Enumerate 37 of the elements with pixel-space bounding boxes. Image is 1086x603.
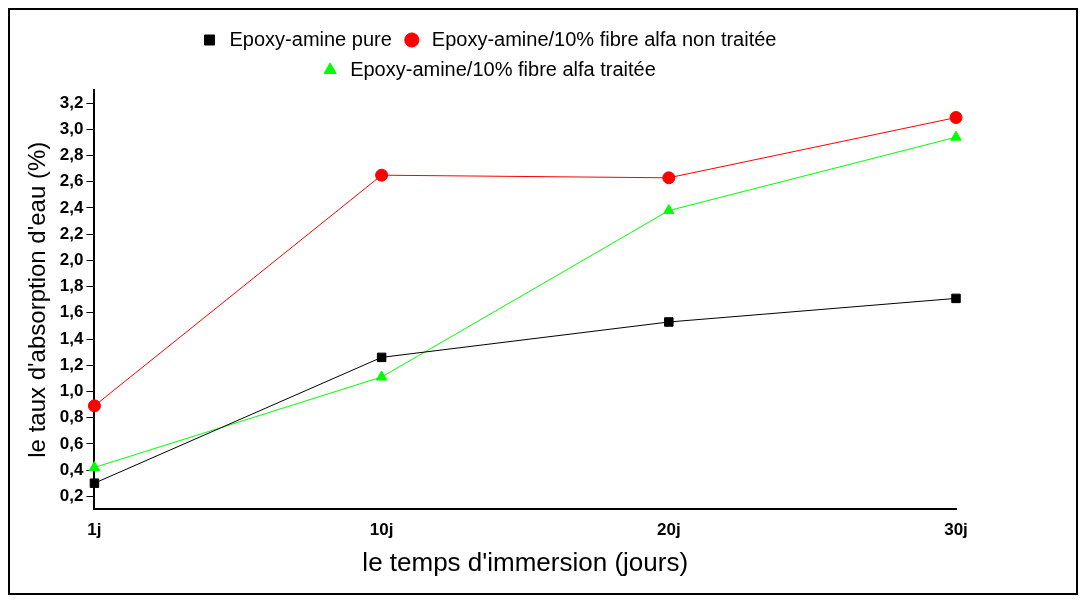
x-tick-label: 1j [87, 520, 102, 540]
y-tick-label: 1,0 [59, 381, 84, 401]
y-tick-label: 2,0 [59, 250, 84, 270]
point [663, 204, 675, 215]
y-tick-label: 0,6 [59, 433, 84, 453]
y-tick-label: 2,4 [59, 197, 84, 217]
y-axis-title: le taux d'absorption d'eau (%) [23, 141, 51, 458]
y-tick-label: 0,8 [59, 407, 84, 427]
y-tick-label: 2,2 [59, 223, 84, 243]
x-tick-label: 10j [369, 520, 394, 540]
y-tick-label: 1,6 [59, 302, 84, 322]
legend-label: Epoxy-amine/10% fibre alfa non traitée [431, 27, 777, 50]
y-tick-label: 2,8 [59, 145, 84, 165]
y-tick-label: 2,6 [59, 171, 84, 191]
y-tick-label: 1,4 [59, 328, 84, 348]
point [662, 171, 676, 185]
point [950, 130, 962, 141]
y-tick-label: 3,0 [59, 119, 84, 139]
legend-label: Epoxy-amine/10% fibre alfa traitée [350, 57, 656, 80]
legend-label: Epoxy-amine pure [229, 27, 392, 50]
y-tick-label: 3,2 [59, 92, 84, 112]
point [375, 168, 389, 182]
point [87, 399, 101, 413]
point [88, 460, 101, 471]
x-tick-label: 20j [656, 520, 681, 540]
point [951, 293, 961, 304]
point [664, 317, 674, 327]
x-axis-title: le temps d'immersion (jours) [362, 546, 689, 577]
y-tick-label: 0,4 [59, 459, 84, 479]
point [949, 111, 963, 125]
x-tick-label: 30j [944, 520, 968, 540]
point [376, 352, 387, 363]
y-tick-label: 1,8 [59, 276, 84, 296]
point [375, 370, 388, 381]
y-tick-label: 1,2 [59, 354, 84, 374]
y-tick-label: 0,2 [59, 485, 84, 505]
point [89, 478, 100, 488]
